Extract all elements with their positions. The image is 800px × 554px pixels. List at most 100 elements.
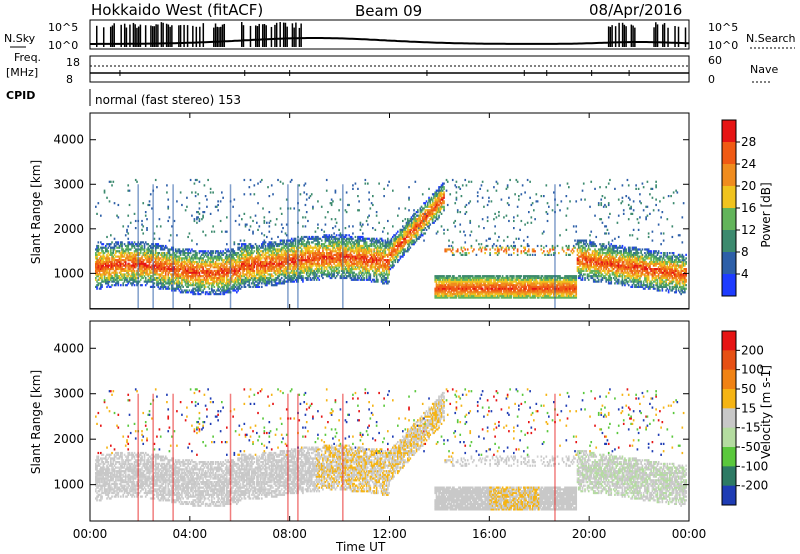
power-cell — [313, 278, 316, 281]
power-cell — [96, 260, 98, 264]
power-cell — [123, 259, 126, 262]
power-cell — [249, 276, 252, 280]
power-cell — [113, 259, 116, 262]
power-cell — [262, 264, 264, 267]
power-cell — [256, 252, 258, 255]
power-cell — [308, 252, 311, 255]
power-cell — [187, 284, 189, 287]
power-cell — [323, 243, 326, 246]
power-cell — [127, 264, 130, 267]
power-cell — [363, 252, 365, 255]
power-cell — [246, 257, 248, 260]
power-cell — [251, 282, 253, 285]
power-cell — [374, 244, 377, 248]
power-cell — [111, 253, 113, 256]
power-cell — [111, 246, 113, 249]
power-cell — [338, 241, 340, 244]
power-cell — [349, 273, 352, 276]
power-cell — [262, 244, 264, 248]
power-cell — [169, 278, 172, 281]
power-cell — [294, 255, 297, 258]
power-cell — [399, 234, 402, 237]
power-cell — [176, 273, 178, 276]
power-cell — [399, 252, 402, 255]
power-cell — [313, 262, 316, 265]
power-cell — [408, 230, 410, 233]
power-cell — [258, 225, 261, 228]
power-cell — [102, 271, 105, 274]
power-cell — [236, 253, 238, 256]
power-cell — [209, 282, 212, 285]
power-cell — [263, 269, 266, 272]
power-cell — [362, 257, 364, 260]
power-cell — [129, 243, 132, 246]
power-cell — [238, 246, 241, 249]
power-cell — [156, 284, 158, 287]
power-cell — [207, 257, 209, 260]
power-cell — [153, 273, 156, 276]
power-cell — [151, 275, 153, 278]
power-cell — [146, 264, 148, 267]
power-cell — [270, 275, 273, 278]
power-cell — [243, 282, 246, 285]
power-cell — [392, 252, 394, 255]
power-cell — [283, 250, 286, 253]
power-cell — [218, 257, 221, 260]
power-cell — [285, 243, 288, 246]
power-cell — [257, 268, 259, 271]
power-cell — [325, 237, 328, 240]
power-cell — [394, 255, 397, 258]
power-cell — [257, 285, 259, 288]
power-cell — [168, 266, 171, 269]
power-cell — [231, 262, 233, 265]
power-cell — [259, 278, 262, 281]
power-cell — [329, 253, 332, 256]
power-cell — [249, 273, 252, 276]
power-cell — [242, 252, 244, 255]
power-cell — [421, 209, 424, 212]
power-cell — [299, 193, 302, 196]
power-cell — [390, 253, 393, 256]
power-cell — [305, 268, 308, 271]
power-cell — [187, 266, 189, 269]
power-cell — [409, 230, 412, 233]
power-cell — [206, 264, 208, 267]
power-cell — [290, 271, 293, 274]
power-cell — [129, 248, 132, 251]
power-cell — [249, 271, 252, 274]
power-cell — [163, 285, 166, 288]
power-cell — [402, 225, 404, 228]
power-cell — [198, 280, 201, 283]
power-cell — [395, 250, 398, 253]
power-cell — [132, 257, 135, 260]
power-cell — [179, 285, 182, 288]
power-cell — [110, 278, 112, 281]
power-cell — [372, 253, 374, 256]
power-cell — [96, 257, 98, 260]
power-cell — [203, 284, 206, 287]
power-cell — [317, 269, 319, 272]
power-cell — [333, 259, 335, 262]
power-cell — [360, 250, 363, 253]
power-cell — [385, 276, 388, 280]
power-cell — [309, 266, 312, 269]
power-cell — [382, 257, 384, 260]
power-cell — [328, 252, 331, 255]
power-cell — [397, 252, 399, 255]
power-cell — [360, 257, 363, 260]
power-cell — [256, 246, 258, 249]
power-cell — [403, 243, 405, 246]
power-cell — [238, 282, 241, 285]
power-cell — [169, 234, 172, 237]
power-cell — [134, 276, 137, 280]
power-cell — [375, 268, 378, 271]
power-cell — [382, 262, 384, 265]
power-cell — [343, 271, 345, 274]
power-cell — [285, 257, 288, 260]
power-cell — [168, 276, 171, 280]
power-cell — [317, 257, 319, 260]
power-cell — [289, 239, 292, 242]
power-cell — [373, 266, 375, 269]
power-cell — [334, 248, 337, 251]
nsearch-curve — [90, 37, 690, 45]
